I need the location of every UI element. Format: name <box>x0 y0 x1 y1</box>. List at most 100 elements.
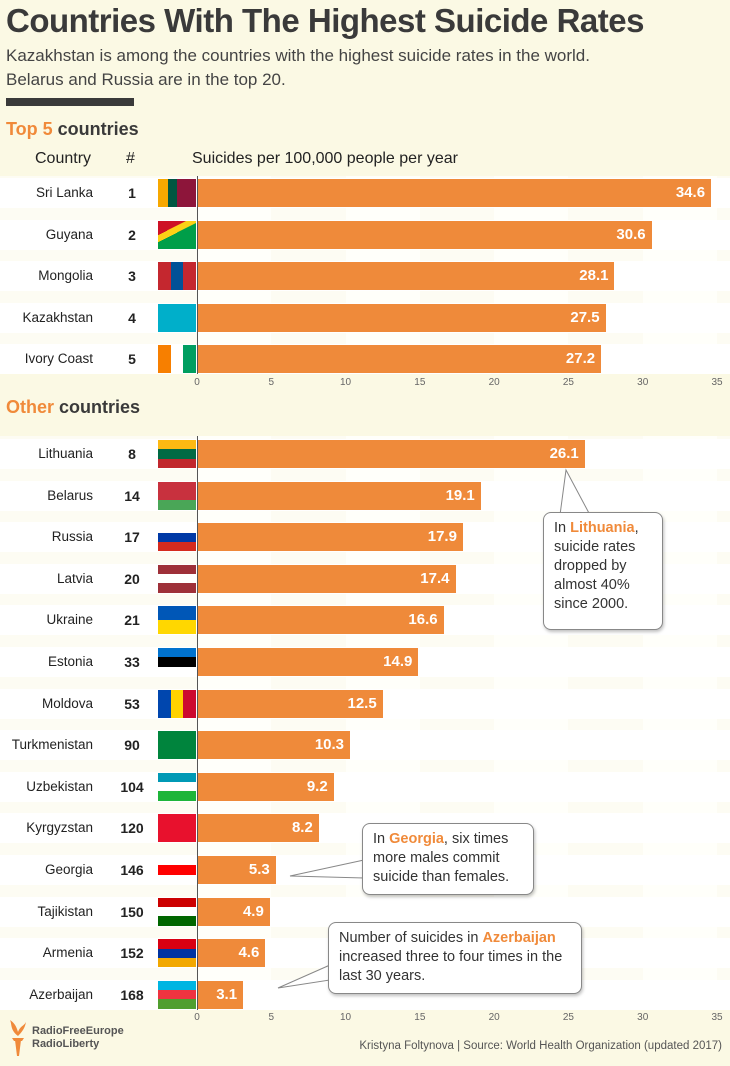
flag-stripe <box>158 574 196 584</box>
bar-value-label: 26.1 <box>549 445 579 462</box>
section-highlight: Top 5 <box>6 119 53 139</box>
flag-stripe <box>158 791 196 801</box>
flag-stripe <box>158 745 196 760</box>
section-title-top5: Top 5 countries <box>6 119 139 140</box>
x-tick-label: 0 <box>194 1012 200 1023</box>
flag-stripe <box>158 620 196 635</box>
flag-stripe <box>158 179 168 207</box>
flag-azerbaijan-icon <box>158 980 196 1009</box>
flag-stripe <box>167 179 177 207</box>
rank-label: 8 <box>128 446 136 462</box>
callout-azerbaijan: Number of suicides in Azerbaijan increas… <box>328 922 582 994</box>
bar-value-label: 12.5 <box>347 694 377 712</box>
section-rest: countries <box>52 119 139 139</box>
bar <box>197 814 319 843</box>
x-tick-label: 10 <box>340 377 352 388</box>
section-highlight: Other <box>6 397 55 417</box>
zero-line <box>197 436 198 1010</box>
bar <box>197 440 585 468</box>
rank-label: 120 <box>120 820 144 837</box>
callout-highlight: Azerbaijan <box>482 930 556 946</box>
country-label: Mongolia <box>38 268 93 283</box>
flag-russia-icon <box>158 523 196 552</box>
bar-value-label: 34.6 <box>675 184 706 201</box>
flag-armenia-icon <box>158 939 196 968</box>
bar <box>197 731 351 760</box>
flag-belarus-icon <box>158 481 196 510</box>
flag-stripe <box>158 948 196 958</box>
divider <box>6 98 134 106</box>
x-tick-label: 0 <box>194 377 200 388</box>
country-label: Armenia <box>42 945 93 961</box>
bar <box>197 303 606 332</box>
flag-stripe <box>158 782 196 792</box>
page-title: Countries With The Highest Suicide Rates <box>6 2 644 39</box>
rank-label: 21 <box>124 612 140 629</box>
subtitle-line-1: Kazakhstan is among the countries with t… <box>6 46 590 65</box>
bar <box>197 606 444 635</box>
country-label: Estonia <box>47 654 93 669</box>
bar-value-label: 14.9 <box>383 653 413 670</box>
table-row <box>0 771 730 802</box>
flag-stripe <box>170 345 184 373</box>
country-label: Sri Lanka <box>35 185 93 200</box>
flag-stripe <box>158 458 196 468</box>
country-label: Kyrgyzstan <box>26 820 93 836</box>
country-label: Georgia <box>44 862 93 877</box>
bar <box>197 564 456 593</box>
bar-value-label: 4.6 <box>238 944 260 962</box>
bar <box>197 345 602 373</box>
bar-value-label: 16.6 <box>408 611 438 629</box>
rank-label: 90 <box>124 737 140 754</box>
bar-value-label: 9.2 <box>306 777 328 795</box>
rank-label: 146 <box>120 862 144 878</box>
flag-stripe <box>158 523 196 533</box>
bar <box>197 772 334 801</box>
rank-label: 2 <box>128 226 136 243</box>
flag-mongolia-icon <box>158 262 196 290</box>
country-label: Uzbekistan <box>26 778 93 794</box>
flag-uzbekistan-icon <box>158 772 196 801</box>
flag-stripe <box>170 262 184 290</box>
country-label: Latvia <box>56 570 93 586</box>
bar <box>197 897 270 926</box>
flag-stripe <box>158 657 196 667</box>
table-row <box>0 896 730 927</box>
flag-stripe <box>183 262 196 290</box>
flag-stripe <box>158 916 196 926</box>
table-row <box>0 730 730 761</box>
country-label: Turkmenistan <box>11 737 93 753</box>
flag-stripe <box>158 828 196 843</box>
x-tick-label: 15 <box>414 377 426 388</box>
flag-georgia-icon <box>158 856 196 884</box>
bar-value-label: 4.9 <box>242 902 264 920</box>
rank-label: 14 <box>124 487 140 504</box>
flag-estonia-icon <box>158 648 196 676</box>
flag-stripe <box>158 980 196 991</box>
flag-guyana-icon <box>158 220 196 249</box>
x-tick-label: 30 <box>637 1012 649 1023</box>
subtitle-line-2: Belarus and Russia are in the top 20. <box>6 70 286 89</box>
callout-text: In <box>554 520 571 536</box>
flag-stripe <box>158 564 196 575</box>
country-label: Tajikistan <box>37 903 93 919</box>
flag-stripe <box>158 814 196 829</box>
x-tick-label: 30 <box>637 377 649 388</box>
flag-stripe <box>158 648 196 658</box>
flag-stripe <box>158 897 196 907</box>
rank-label: 5 <box>128 351 136 367</box>
flag-ivory-coast-icon <box>158 345 196 373</box>
x-tick-label: 25 <box>562 1012 574 1023</box>
rank-label: 1 <box>128 185 136 201</box>
bar-value-label: 19.1 <box>445 486 475 504</box>
flag-latvia-icon <box>158 564 196 593</box>
logo-line-1: RadioFreeEurope <box>32 1025 124 1037</box>
flag-stripe <box>158 731 196 746</box>
flag-ukraine-icon <box>158 606 196 635</box>
column-header-country: Country <box>35 150 92 167</box>
flag-kazakhstan-icon <box>158 303 196 332</box>
zero-line <box>197 176 198 374</box>
bar <box>197 523 463 552</box>
bar-value-label: 30.6 <box>616 225 646 243</box>
